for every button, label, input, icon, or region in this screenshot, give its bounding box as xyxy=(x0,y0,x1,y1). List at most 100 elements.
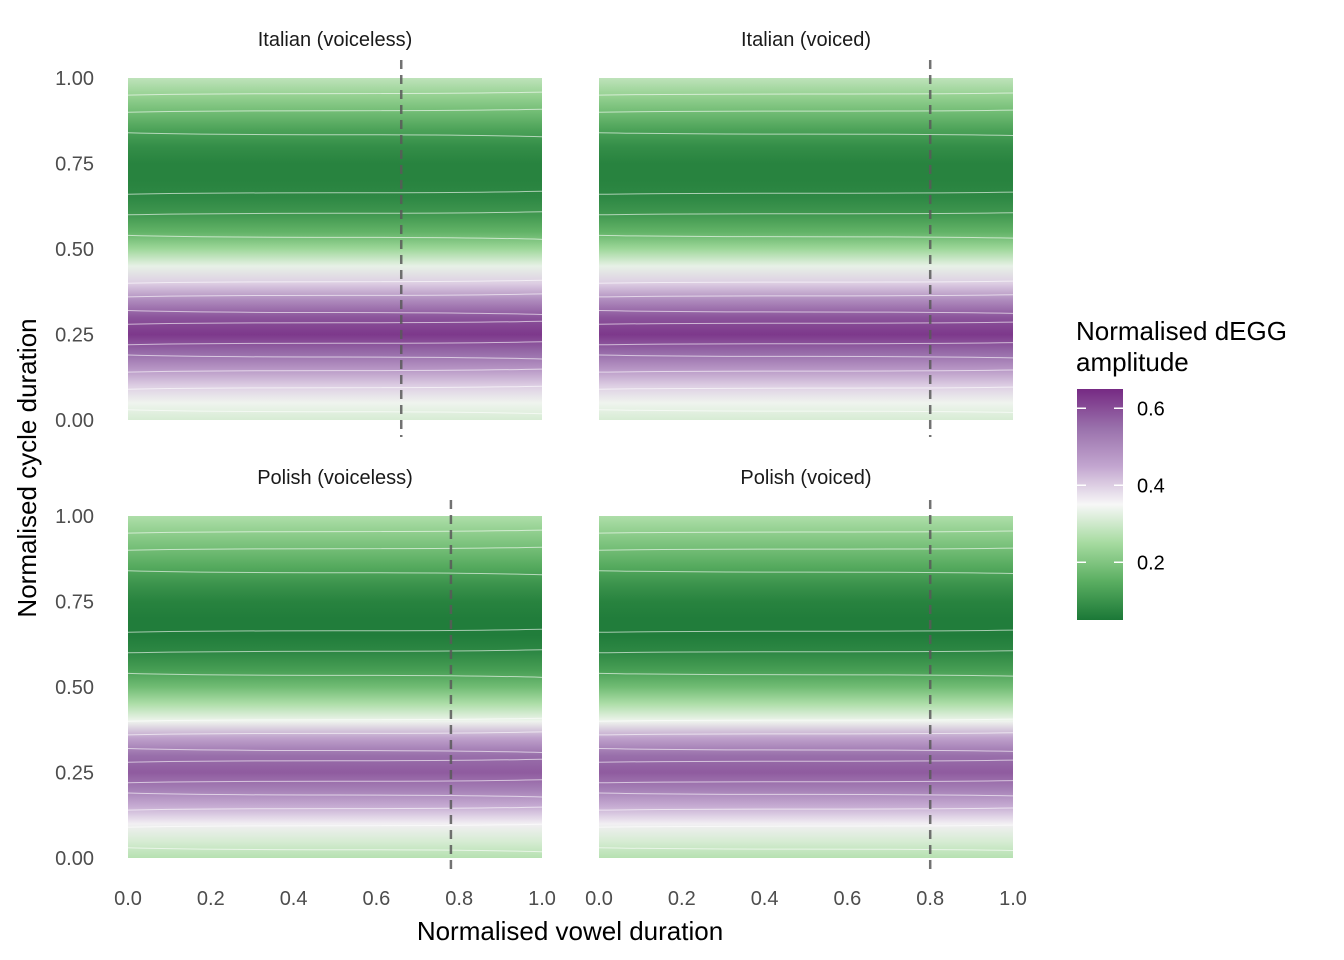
panel-title: Polish (voiceless) xyxy=(257,467,413,489)
contour-line xyxy=(598,132,1014,137)
x-tick-label: 0.8 xyxy=(445,888,473,910)
contour-line xyxy=(127,806,543,811)
panel-3: Polish (voiceless) xyxy=(127,467,543,875)
contour-line xyxy=(127,546,543,551)
legend-ticks: 0.2 0.4 0.6 xyxy=(1077,398,1165,574)
panel-4: Polish (voiced) xyxy=(598,467,1014,875)
contour-line xyxy=(598,342,1014,346)
contour-line xyxy=(127,649,543,654)
x-axis-title: Normalised vowel duration xyxy=(417,916,723,946)
contour-line xyxy=(598,718,1014,722)
contour-line xyxy=(598,92,1014,96)
x-tick-label: 0.2 xyxy=(668,888,696,910)
contour-line xyxy=(127,672,543,678)
contour-line xyxy=(598,234,1014,239)
contour-line xyxy=(598,294,1014,298)
y-tick-label: 0.00 xyxy=(55,848,94,870)
panel-title: Italian (voiceless) xyxy=(258,29,413,51)
contour-line xyxy=(598,824,1014,828)
contour-line xyxy=(127,368,543,373)
x-tick-label: 0.0 xyxy=(585,888,613,910)
contour-line xyxy=(598,280,1014,284)
contour-line xyxy=(127,847,543,853)
panels: Italian (voiceless) Italian (voiced) Polis… xyxy=(127,29,1014,875)
contour-line xyxy=(127,211,543,216)
contour-line xyxy=(127,792,543,798)
y-tick-label: 1.00 xyxy=(55,68,94,90)
contour-line xyxy=(598,807,1014,811)
x-tick-label: 0.6 xyxy=(362,888,390,910)
y-tick-label: 0.25 xyxy=(55,763,94,785)
y-tick-label: 1.00 xyxy=(55,506,94,528)
x-tick-label: 0.4 xyxy=(751,888,779,910)
contour-line xyxy=(127,748,543,754)
contour-line xyxy=(127,409,543,415)
contour-line xyxy=(127,731,543,736)
heatmap-tile xyxy=(599,516,1013,858)
panel-title: Polish (voiced) xyxy=(740,467,871,489)
x-tick-label: 0.6 xyxy=(833,888,861,910)
contour-line xyxy=(598,847,1014,852)
contour-line xyxy=(598,369,1014,373)
contour-line xyxy=(598,212,1014,216)
contour-line xyxy=(127,320,543,325)
contour-line xyxy=(127,570,543,576)
contour-line xyxy=(598,780,1014,784)
legend-title-line1: Normalised dEGG xyxy=(1076,316,1287,346)
color-legend: Normalised dEGG amplitude 0.2 0.4 0.6 xyxy=(1076,316,1287,620)
contour-line xyxy=(598,792,1014,797)
heatmap-tile xyxy=(128,78,542,420)
x-tick-label: 1.0 xyxy=(528,888,556,910)
contour-line xyxy=(127,628,543,633)
contour-line xyxy=(127,529,543,534)
contour-line xyxy=(598,109,1014,113)
contour-line xyxy=(127,354,543,360)
y-tick-label: 0.75 xyxy=(55,592,94,614)
contour-line xyxy=(598,748,1014,752)
x-tick-label: 1.0 xyxy=(999,888,1027,910)
panel-1: Italian (voiceless) xyxy=(127,29,543,437)
contour-line xyxy=(127,758,543,763)
contour-line xyxy=(598,629,1014,633)
contour-line xyxy=(127,132,543,138)
legend-colorbar xyxy=(1077,389,1123,620)
contour-line xyxy=(127,823,543,828)
contour-line xyxy=(127,293,543,298)
x-tick-label: 0.2 xyxy=(197,888,225,910)
panel-title: Italian (voiced) xyxy=(741,29,871,51)
contour-line xyxy=(127,279,543,284)
contour-line xyxy=(598,321,1014,325)
contour-line xyxy=(598,386,1014,390)
contour-line xyxy=(598,759,1014,763)
contour-line xyxy=(598,672,1014,677)
y-tick-label: 0.25 xyxy=(55,325,94,347)
heatmap-tile xyxy=(128,516,542,858)
x-tick-label: 0.4 xyxy=(280,888,308,910)
contour-line xyxy=(598,530,1014,534)
contour-line xyxy=(127,190,543,195)
contour-line xyxy=(598,409,1014,414)
x-tick-label: 0.8 xyxy=(916,888,944,910)
contour-line xyxy=(127,717,543,722)
y-tick-label: 0.00 xyxy=(55,410,94,432)
x-axis-ticks: 0.0 0.2 0.4 0.6 0.8 1.0 0.0 0.2 0.4 0.6 0.8 1.0 xyxy=(114,888,1027,910)
legend-tick-label: 0.2 xyxy=(1137,552,1165,574)
contour-line xyxy=(127,341,543,346)
contour-line xyxy=(598,191,1014,195)
contour-line xyxy=(127,310,543,316)
contour-line xyxy=(598,650,1014,654)
contour-line xyxy=(598,732,1014,736)
y-tick-label: 0.50 xyxy=(55,677,94,699)
y-tick-label: 0.50 xyxy=(55,239,94,261)
contour-line xyxy=(598,354,1014,359)
y-axis-ticks: 0.00 0.25 0.50 0.75 1.00 0.00 0.25 0.50 0.75 1.00 xyxy=(55,68,94,870)
contour-line xyxy=(127,385,543,390)
contour-line xyxy=(598,570,1014,575)
contour-line xyxy=(127,108,543,113)
x-tick-label: 0.0 xyxy=(114,888,142,910)
contour-line xyxy=(598,547,1014,551)
legend-tick-label: 0.6 xyxy=(1137,398,1165,420)
contour-line xyxy=(127,779,543,784)
panel-2: Italian (voiced) xyxy=(598,29,1014,437)
